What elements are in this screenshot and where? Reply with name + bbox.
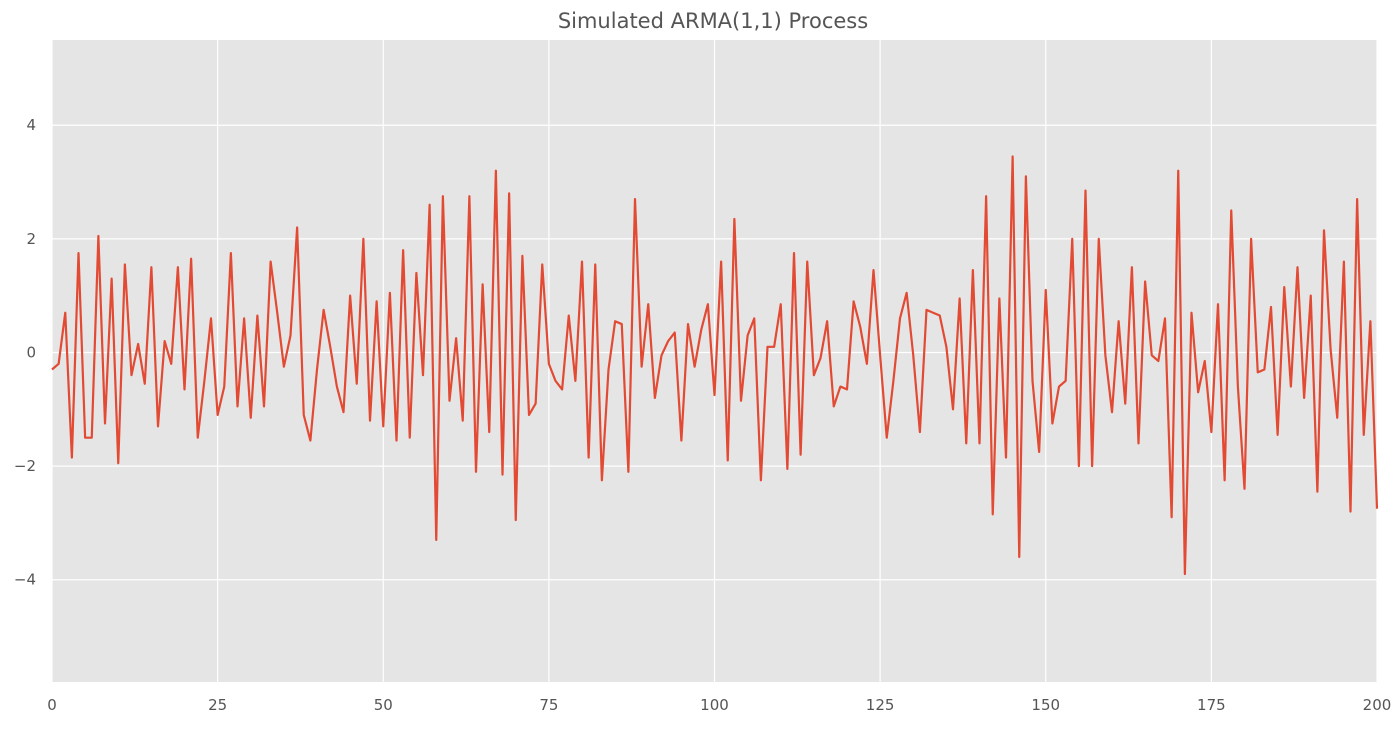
series-layer [51,155,1379,576]
x-tick-label: 50 [374,696,393,714]
y-tick-label: 0 [26,343,36,361]
chart-title: Simulated ARMA(1,1) Process [558,9,868,33]
x-tick-label: 150 [1031,696,1060,714]
y-tick-label: 2 [26,230,36,248]
y-axis-ticks: −4 −2 0 2 4 [14,116,36,589]
x-tick-label: 100 [700,696,729,714]
grid-lines [51,40,1378,682]
x-tick-label: 25 [208,696,227,714]
x-tick-label: 125 [866,696,895,714]
y-tick-label: −4 [14,571,36,589]
x-tick-label: 200 [1363,696,1392,714]
x-axis-ticks: 0 25 50 75 100 125 150 175 200 [47,696,1391,714]
series-line [51,155,1379,576]
y-tick-label: −2 [14,457,36,475]
y-tick-label: 4 [26,116,36,134]
x-tick-label: 0 [47,696,57,714]
x-tick-label: 175 [1197,696,1226,714]
x-tick-label: 75 [539,696,558,714]
